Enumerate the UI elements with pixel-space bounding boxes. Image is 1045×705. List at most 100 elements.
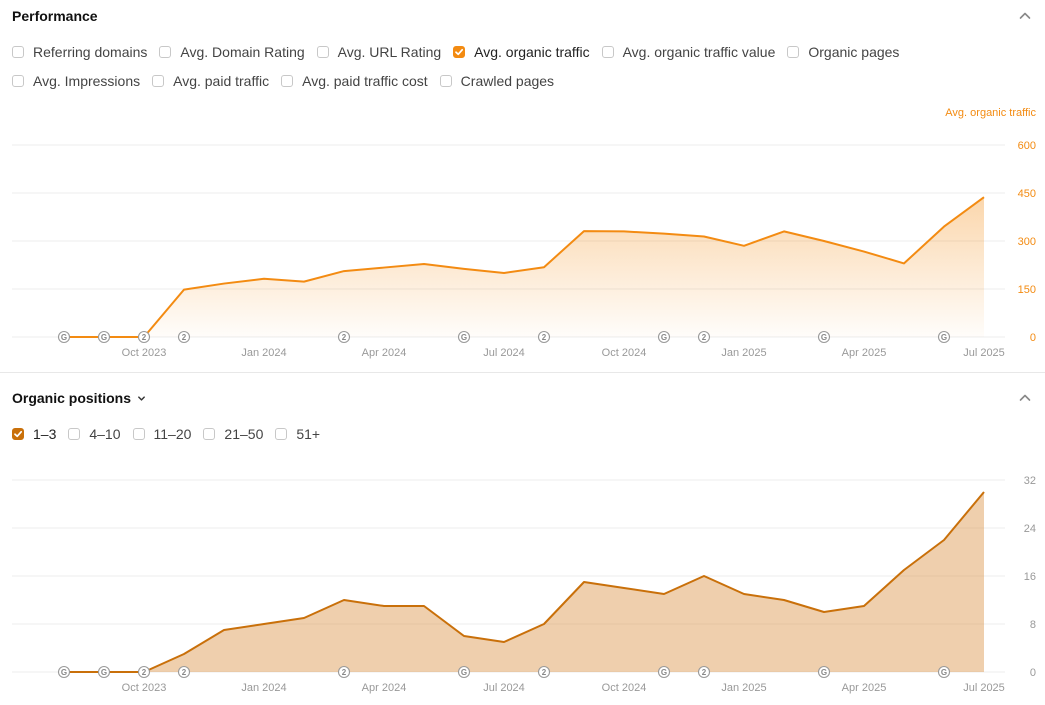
y-tick-label: 150 (1018, 284, 1036, 296)
checkbox-unchecked-icon[interactable] (203, 428, 216, 440)
svg-text:2: 2 (342, 668, 347, 677)
section-divider (0, 372, 1045, 373)
google-update-marker-icon[interactable]: G (937, 665, 951, 679)
checkbox-4-10[interactable]: 4–10 (68, 426, 121, 442)
annotation-marker-icon[interactable]: 2 (337, 330, 351, 344)
checkbox-label: 11–20 (153, 426, 192, 442)
checkbox-21-50[interactable]: 21–50 (203, 426, 263, 442)
axis-title: Avg. organic traffic (945, 107, 1036, 119)
checkbox-label: Avg. Domain Rating (180, 44, 305, 60)
annotation-marker-icon[interactable]: 2 (537, 330, 551, 344)
checkbox-avg-organic-traffic[interactable]: Avg. organic traffic (453, 44, 590, 60)
svg-text:G: G (941, 668, 947, 677)
checkbox-avg-domain-rating[interactable]: Avg. Domain Rating (159, 44, 305, 60)
organic-positions-title: Organic positions (12, 390, 132, 406)
checkbox-label: Avg. organic traffic (474, 44, 590, 60)
checkbox-unchecked-icon[interactable] (12, 75, 24, 87)
area-fill (64, 492, 984, 672)
google-update-marker-icon[interactable]: G (57, 665, 71, 679)
y-tick-label: 450 (1018, 188, 1036, 200)
google-update-marker-icon[interactable]: G (817, 665, 831, 679)
google-update-marker-icon[interactable]: G (937, 330, 951, 344)
checkbox-referring-domains[interactable]: Referring domains (12, 44, 147, 60)
svg-text:G: G (821, 668, 827, 677)
collapse-performance-chevron-up-icon[interactable] (1019, 10, 1031, 22)
checkbox-avg-paid-traffic-cost[interactable]: Avg. paid traffic cost (281, 73, 428, 89)
positions-chart-svg: 0 8 16 24 32 Oct 2023 Jan 2024 Apr 2024 Jul 2024… (12, 475, 1036, 694)
svg-text:2: 2 (142, 333, 147, 342)
annotation-marker-icon[interactable]: 2 (697, 665, 711, 679)
checkbox-unchecked-icon[interactable] (152, 75, 165, 87)
y-tick-label: 0 (1030, 667, 1036, 679)
svg-text:2: 2 (342, 333, 347, 342)
google-update-marker-icon[interactable]: G (657, 665, 671, 679)
svg-text:2: 2 (542, 333, 547, 342)
checkbox-label: Crawled pages (460, 73, 555, 89)
collapse-positions-chevron-up-icon[interactable] (1019, 392, 1031, 404)
x-tick-label: Jan 2025 (721, 347, 766, 359)
checkbox-11-20[interactable]: 11–20 (132, 426, 192, 442)
performance-title: Performance (12, 8, 98, 24)
annotation-marker-icon[interactable]: 2 (697, 330, 711, 344)
google-update-marker-icon[interactable]: G (657, 330, 671, 344)
area-fill (64, 197, 984, 337)
checkbox-crawled-pages[interactable]: Crawled pages (439, 73, 555, 89)
svg-text:2: 2 (702, 333, 707, 342)
google-update-marker-icon[interactable]: G (817, 330, 831, 344)
checkbox-checked-icon[interactable] (453, 46, 466, 58)
checkbox-checked-icon[interactable] (12, 428, 24, 440)
svg-text:G: G (461, 333, 467, 342)
checkbox-unchecked-icon[interactable] (281, 75, 294, 87)
checkbox-unchecked-icon[interactable] (68, 428, 81, 440)
checkbox-avg-url-rating[interactable]: Avg. URL Rating (316, 44, 442, 60)
checkbox-unchecked-icon[interactable] (159, 46, 172, 58)
google-update-marker-icon[interactable]: G (97, 330, 111, 344)
svg-text:G: G (61, 333, 67, 342)
organic-positions-dropdown[interactable]: Organic positions (12, 390, 146, 406)
svg-text:2: 2 (182, 333, 187, 342)
checkbox-1-3[interactable]: 1–3 (12, 426, 56, 442)
y-tick-label: 600 (1018, 140, 1036, 152)
annotation-marker-icon[interactable]: 2 (337, 665, 351, 679)
x-tick-label: Jan 2025 (721, 682, 766, 694)
annotation-marker-icon[interactable]: 2 (177, 665, 191, 679)
checkbox-avg-paid-traffic[interactable]: Avg. paid traffic (152, 73, 269, 89)
checkbox-label: Avg. organic traffic value (622, 44, 776, 60)
google-update-marker-icon[interactable]: G (457, 665, 471, 679)
checkbox-unchecked-icon[interactable] (316, 46, 329, 58)
checkbox-unchecked-icon[interactable] (275, 428, 288, 440)
series-line (64, 196, 985, 338)
annotation-marker-icon[interactable]: 2 (537, 665, 551, 679)
checkbox-unchecked-icon[interactable] (787, 46, 800, 58)
checkbox-unchecked-icon[interactable] (601, 46, 614, 58)
x-tick-label: Apr 2025 (842, 682, 887, 694)
x-tick-label: Jul 2025 (963, 347, 1005, 359)
svg-text:G: G (821, 333, 827, 342)
annotation-marker-icon[interactable]: 2 (137, 330, 151, 344)
google-update-marker-icon[interactable]: G (97, 665, 111, 679)
checkbox-51[interactable]: 51+ (275, 426, 320, 442)
svg-text:2: 2 (542, 668, 547, 677)
checkbox-label: 4–10 (89, 426, 121, 442)
y-tick-label: 0 (1030, 332, 1036, 344)
checkbox-avg-organic-traffic-value[interactable]: Avg. organic traffic value (601, 44, 776, 60)
positions-chart: 0 8 16 24 32 Oct 2023 Jan 2024 Apr 2024 Jul 2024… (0, 460, 1045, 700)
metrics-row-1: Referring domains Avg. Domain Rating Avg. … (12, 44, 911, 60)
google-update-marker-icon[interactable]: G (457, 330, 471, 344)
checkbox-unchecked-icon[interactable] (12, 46, 24, 58)
svg-text:G: G (461, 668, 467, 677)
y-tick-label: 24 (1024, 523, 1036, 535)
svg-text:2: 2 (142, 668, 147, 677)
checkbox-label: Avg. URL Rating (337, 44, 442, 60)
x-tick-label: Jul 2024 (483, 682, 525, 694)
google-update-marker-icon[interactable]: G (57, 330, 71, 344)
checkbox-avg-impressions[interactable]: Avg. Impressions (12, 73, 140, 89)
checkbox-label: Referring domains (33, 44, 148, 60)
checkbox-label: Avg. paid traffic cost (302, 73, 428, 89)
checkbox-unchecked-icon[interactable] (439, 75, 452, 87)
annotation-marker-icon[interactable]: 2 (177, 330, 191, 344)
checkbox-unchecked-icon[interactable] (132, 428, 145, 440)
annotation-marker-icon[interactable]: 2 (137, 665, 151, 679)
checkbox-organic-pages[interactable]: Organic pages (787, 44, 899, 60)
y-tick-label: 8 (1030, 619, 1036, 631)
